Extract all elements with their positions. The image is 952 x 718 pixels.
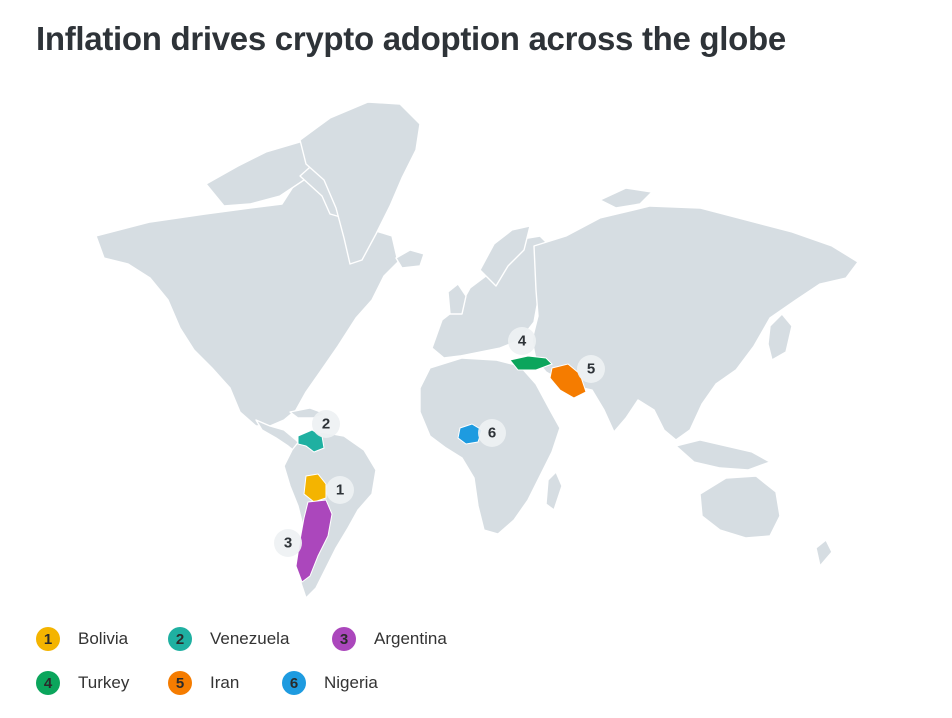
country-nigeria[interactable]	[457, 423, 483, 445]
arctic-russia-islands	[599, 187, 653, 209]
marker-5-label: 5	[587, 361, 595, 378]
greenland	[299, 101, 421, 265]
legend-badge-4: 4	[36, 671, 60, 695]
marker-3-label: 3	[284, 535, 292, 552]
country-bolivia[interactable]	[303, 473, 327, 503]
country-iran[interactable]	[549, 363, 587, 399]
marker-4: 4	[508, 327, 536, 355]
legend-badge-5: 5	[168, 671, 192, 695]
iceland	[395, 249, 425, 269]
map-title: Inflation drives crypto adoption across …	[36, 20, 786, 57]
country-venezuela[interactable]	[297, 429, 325, 453]
legend-label-bolivia: Bolivia	[78, 629, 129, 648]
legend-row-1: 1 Bolivia 2 Venezuela 3 Argentina	[36, 627, 636, 651]
world-map: 1 2 3 4 5 6	[95, 101, 859, 599]
australia	[699, 475, 781, 539]
marker-5: 5	[577, 355, 605, 383]
marker-3: 3	[274, 529, 302, 557]
southeast-asia-islands	[675, 439, 771, 471]
marker-4-label: 4	[518, 333, 527, 350]
legend-label-nigeria: Nigeria	[324, 673, 378, 692]
scandinavia	[479, 225, 531, 287]
legend-item-venezuela[interactable]: 2 Venezuela	[168, 627, 332, 651]
marker-1: 1	[326, 476, 354, 504]
legend-label-turkey: Turkey	[78, 673, 130, 692]
legend-row-2: 4 Turkey 5 Iran 6 Nigeria	[36, 671, 636, 695]
country-turkey[interactable]	[509, 355, 553, 371]
japan	[767, 313, 793, 361]
new-zealand	[815, 539, 833, 567]
legend-item-iran[interactable]: 5 Iran	[168, 671, 282, 695]
asia	[531, 205, 859, 441]
legend-item-bolivia[interactable]: 1 Bolivia	[36, 627, 168, 651]
legend-label-argentina: Argentina	[374, 629, 447, 648]
marker-2: 2	[312, 410, 340, 438]
marker-1-label: 1	[336, 482, 344, 499]
legend-item-nigeria[interactable]: 6 Nigeria	[282, 671, 378, 695]
marker-2-label: 2	[322, 416, 330, 433]
legend-label-iran: Iran	[210, 673, 240, 692]
legend: 1 Bolivia 2 Venezuela 3 Argentina 4 Turk…	[36, 627, 636, 716]
madagascar	[545, 471, 563, 511]
legend-badge-6: 6	[282, 671, 306, 695]
legend-label-venezuela: Venezuela	[210, 629, 290, 648]
legend-badge-1: 1	[36, 627, 60, 651]
legend-badge-2: 2	[168, 627, 192, 651]
legend-item-turkey[interactable]: 4 Turkey	[36, 671, 168, 695]
marker-6: 6	[478, 419, 506, 447]
legend-item-argentina[interactable]: 3 Argentina	[332, 627, 447, 651]
british-isles	[447, 283, 467, 315]
marker-6-label: 6	[488, 425, 496, 442]
country-argentina[interactable]	[295, 499, 333, 583]
legend-badge-3: 3	[332, 627, 356, 651]
